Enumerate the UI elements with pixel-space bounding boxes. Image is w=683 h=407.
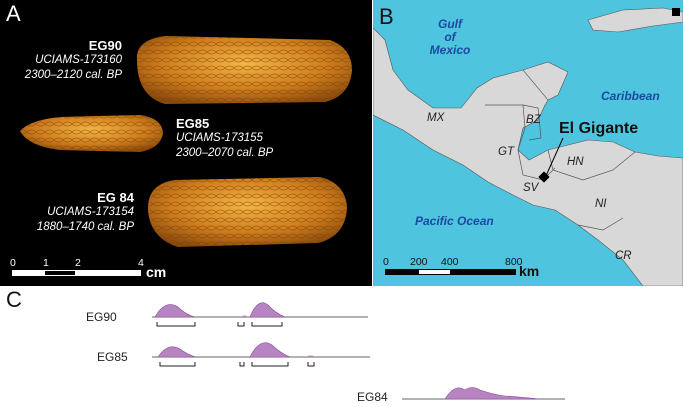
country-label-gt: GT [498,146,514,158]
row-label-eg84: EG84 [357,390,388,404]
specimen-lab-id: UCIAMS-173155 [176,132,263,144]
ocean-label-gulf: Gulf of Mexico [429,17,471,57]
range-bracket [251,362,289,367]
border-bz [522,104,542,141]
cob-eg85 [20,115,163,152]
panel-c: C EG90 EG85 EG84 [0,287,683,407]
land-cuba [587,7,683,33]
specimen-eg85-caption: EG85 UCIAMS-173155 2300–2070 cal. BP [176,116,273,161]
density-peak [249,342,291,358]
scale-unit: cm [146,264,167,280]
specimen-date: 2300–2120 cal. BP [24,69,122,81]
range-bracket [251,322,283,327]
specimen-eg84-caption: EG 84 UCIAMS-173154 1880–1740 cal. BP [37,190,134,235]
specimen-lab-id: UCIAMS-173154 [47,206,134,218]
scale-tick: 4 [138,257,144,269]
specimen-eg90-caption: EG90 UCIAMS-173160 2300–2120 cal. BP [25,38,122,83]
country-label-ni: NI [595,198,607,210]
scale-unit: km [519,263,540,279]
border-gt-sv [517,149,556,181]
row-label-eg85: EG85 [97,350,128,364]
cob-eg84 [147,177,347,247]
specimen-name: EG90 [88,38,122,53]
country-label-hn: HN [567,156,584,168]
country-label-sv: SV [523,182,539,194]
scale-tick: 800 [505,256,523,268]
specimen-name: EG85 [176,116,210,131]
range-bracket [307,362,315,367]
specimen-date: 2300–2070 cal. BP [176,147,274,159]
calibration-density-plot [152,302,565,400]
scale-tick: 1 [43,257,49,269]
specimen-date: 1880–1740 cal. BP [36,221,134,233]
specimen-lab-id: UCIAMS-173160 [35,54,122,66]
country-label-cr: CR [615,250,632,262]
panel-a-label: A [6,1,21,26]
border-ni-cr [577,217,624,231]
cob-eg90 [136,36,352,104]
border-mx-gt [485,104,526,151]
central-america-map [373,7,683,286]
site-leader-line [544,137,564,179]
scale-tick: 2 [75,257,81,269]
range-bracket [237,322,245,327]
scale-segment [418,269,451,275]
density-peak [444,387,541,400]
scale-segment [76,270,141,276]
scale-segment [44,270,76,276]
density-peak [305,355,316,357]
density-peak [249,302,286,318]
scale-segment [451,269,516,275]
panel-a: A EG90 UCIAMS-173160 2 [0,0,372,286]
panel-b-label: B [379,4,394,29]
scale-tick: 400 [441,256,459,268]
density-peak [240,315,248,317]
ocean-label-pacific: Pacific Ocean [415,214,494,228]
maize-cobs-photo [20,36,352,247]
row-label-eg90: EG90 [86,310,117,324]
ocean-label-caribbean: Caribbean [601,89,660,103]
range-bracket [159,362,196,367]
scale-segment [12,270,44,276]
cm-scale-bar: 0 1 2 4 cm [10,257,166,281]
scale-tick: 0 [10,257,16,269]
country-label-mx: MX [427,112,445,124]
scale-tick: 200 [410,256,428,268]
density-peak [154,304,196,318]
density-peak [157,346,197,358]
scale-segment [385,269,418,275]
country-label-bz: BZ [526,114,541,126]
site-marker-icon [538,171,550,183]
map-corner-marker [672,8,680,16]
specimen-name: EG 84 [97,190,134,205]
range-bracket [239,362,245,367]
panel-b-map: B Gulf of Mexico Caribbean Pacific Ocean M… [373,0,683,286]
panel-c-label: C [6,287,22,312]
land-mainland [373,27,683,286]
site-label: El Gigante [559,120,639,137]
range-bracket [156,322,196,327]
scale-tick: 0 [383,256,389,268]
land-yucatan [522,61,569,101]
